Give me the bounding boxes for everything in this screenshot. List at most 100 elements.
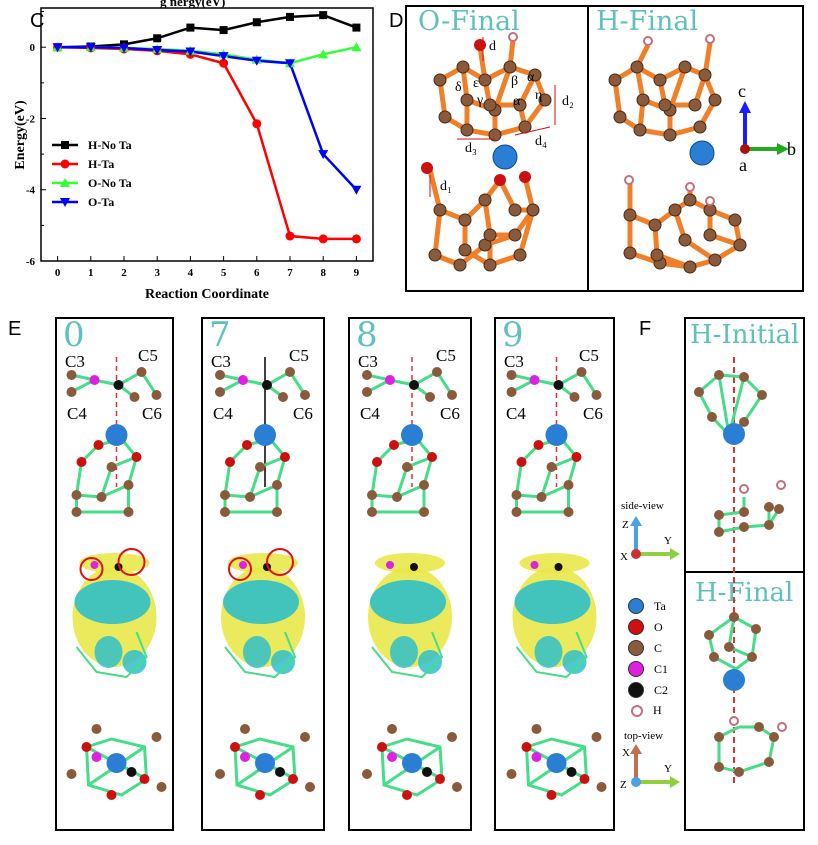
axis-c-label: c [738,81,746,101]
svg-text:α: α [527,70,535,85]
x-axis-label: Reaction Coordinate [145,287,269,302]
x-tick-label: 6 [254,267,260,279]
h-final-upper-atoms [608,60,722,142]
legend-label: H-Ta [88,157,114,171]
frame-7-box [201,317,325,831]
side-view-label: side-view [621,500,664,512]
o-final-oxygen-3 [519,171,531,183]
data-point [252,119,262,129]
data-point [352,23,361,32]
atom-label-c4: C4 [67,404,87,423]
legend-marker [60,178,70,187]
h-final-hydrogen-3 [624,175,634,185]
atom-label-c5: C5 [436,346,456,365]
atom-label-c5: C5 [138,346,158,365]
o-final-geometry-labels: d δ ε β α γ α η d₂ d₃ d₄ d₁ [440,39,574,194]
svg-text:δ: δ [455,80,462,95]
energy-chart: 0 1 2 3 4 5 6 7 8 9 0 -2 -4 -6 H-No Ta H-Ta O-No Ta O-Ta… [13,7,374,302]
svg-text:d₄: d₄ [535,134,547,149]
data-point [153,34,162,43]
atom-legend-label: Ta [654,598,666,613]
data-point [319,11,328,20]
atom-label-c6: C6 [583,404,603,423]
y-tick-label: -2 [26,113,36,125]
h-final-hydrogen-1 [643,36,653,46]
atom-legend-item: H [628,703,662,718]
data-point [286,12,294,21]
data-point [318,150,329,160]
panel-f-label: F [639,318,652,340]
h-final-ta-atom [689,140,715,166]
panel-d-label: D [389,10,404,32]
svg-text:Z: Z [622,519,629,531]
svg-text:α: α [513,94,521,109]
atom-label-c3: C3 [504,352,524,371]
data-point [251,56,262,66]
x-tick-label: 3 [154,267,160,279]
o-final-upper-atoms [433,60,552,142]
svg-text:d: d [489,39,496,54]
y-tick-label: -6 [26,256,36,268]
o-final-oxygen-2 [494,174,506,186]
data-point [219,26,228,35]
atom-color-swatch [628,661,644,677]
atom-color-swatch [628,682,644,698]
h-final-lower-cage [627,183,743,270]
atom-label-c3: C3 [358,352,378,371]
atom-label-c4: C4 [506,404,526,423]
h-final-f-title: H-Final [695,578,794,608]
svg-text:X: X [622,747,630,759]
atom-legend-item: C1 [628,661,668,677]
atom-legend-label: C1 [654,661,669,676]
data-point [285,59,295,69]
data-point [52,43,63,53]
frame-8-box [348,317,472,831]
svg-text:Z: Z [620,779,627,791]
data-point [186,23,195,32]
h-initial-title: H-Initial [690,320,800,350]
h-final-hydrogen-2 [705,34,715,44]
svg-text:X: X [620,551,628,563]
axis-b-label: b [787,139,796,159]
data-point [351,234,361,244]
o-final-oxygen-1 [421,162,433,174]
panel-d-divider [587,5,589,292]
side-view-axes: Z Y X [620,516,680,563]
svg-text:d₃: d₃ [465,141,477,156]
atom-label-c6: C6 [142,404,162,423]
h-final-lower-atoms [623,193,747,274]
legend-label: O-No Ta [88,176,132,190]
o-final-title: O-Final [418,6,520,37]
panel-f-frame [684,317,805,831]
series-line-3 [57,45,358,191]
o-final-hydrogen-top [508,32,518,42]
x-tick-label: 1 [88,267,94,279]
axis-a-label: a [739,155,747,175]
data-point [285,231,295,241]
o-final-lower-atoms [428,193,540,272]
data-point [218,52,229,62]
svg-text:ε: ε [473,76,479,91]
atom-legend-label: C2 [654,682,669,697]
plot-frame [40,7,374,262]
atom-legend-label: C [654,640,663,655]
x-tick-label: 9 [354,267,360,279]
data-point [85,43,96,53]
frame-structure [215,357,315,800]
panel-e-label: E [8,318,22,340]
data-point [219,58,229,68]
atom-color-swatch [628,619,644,635]
crystal-axes: c a b [738,81,796,175]
legend-label: O-Ta [88,195,114,209]
h-final-hydrogen-5 [705,196,715,206]
frame-structure [66,357,167,800]
panel-d-structures: d δ ε β α γ α η d₂ d₃ d₄ d₁ [421,32,796,274]
y-axis-label: Energy(eV) [13,100,28,170]
x-tick-label: 7 [287,267,293,279]
data-point [119,43,129,53]
atom-label-c5: C5 [289,346,309,365]
frame-number: 0 [63,315,85,355]
x-tick-label: 2 [121,267,127,279]
top-view-axes: X Y Z [620,744,680,791]
series-line-2 [57,45,357,65]
